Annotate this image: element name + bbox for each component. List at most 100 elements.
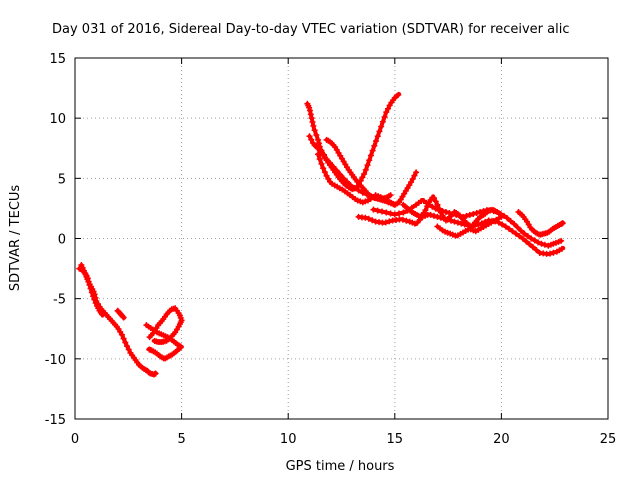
data-point-marker (310, 122, 317, 129)
data-point-marker (387, 210, 394, 217)
data-point-marker (538, 240, 545, 247)
data-point-marker (88, 289, 95, 296)
data-point-marker (369, 217, 376, 224)
data-point-marker (379, 118, 386, 125)
data-point-marker (514, 224, 521, 231)
series-trace-3 (114, 307, 127, 321)
data-point-marker (384, 105, 391, 112)
y-tick-label: -15 (45, 413, 66, 428)
data-point-marker (429, 203, 436, 210)
data-point-marker (309, 119, 316, 126)
data-point-marker (558, 245, 565, 252)
data-point-marker (316, 156, 323, 163)
data-point-marker (369, 147, 376, 154)
data-point-marker (518, 227, 525, 234)
data-point-marker (374, 133, 381, 140)
x-tick-labels: 0 5 10 15 20 25 (71, 432, 616, 447)
data-point-marker (306, 133, 313, 140)
x-axis-label: GPS time / hours (286, 459, 395, 474)
series-trace-12 (400, 194, 504, 230)
data-series (76, 91, 566, 378)
data-point-marker (365, 215, 372, 222)
data-point-marker (320, 165, 327, 172)
data-point-marker (371, 142, 378, 149)
data-point-marker (151, 338, 158, 345)
data-point-marker (118, 331, 125, 338)
data-point-marker (507, 218, 514, 225)
data-point-marker (528, 235, 535, 242)
data-point-marker (454, 219, 461, 226)
y-tick-label: 0 (58, 233, 66, 248)
y-tick-label: 15 (49, 52, 66, 67)
data-point-marker (502, 223, 509, 230)
chart-title: Day 031 of 2016, Sidereal Day-to-day VTE… (52, 22, 569, 37)
data-point-marker (547, 250, 554, 257)
data-point-marker (524, 233, 531, 240)
data-point-marker (409, 176, 416, 183)
data-point-marker (504, 215, 511, 222)
data-point-marker (315, 136, 322, 143)
y-tick-label: 5 (58, 172, 66, 187)
series-trace-9 (323, 136, 398, 208)
data-point-marker (99, 311, 106, 318)
x-tick-label: 10 (280, 432, 297, 447)
data-point-marker (434, 201, 441, 208)
data-point-marker (442, 209, 449, 216)
data-point-marker (87, 285, 94, 292)
data-point-marker (362, 214, 369, 221)
data-point-marker (422, 207, 429, 214)
data-point-marker (318, 160, 325, 167)
data-point-marker (498, 213, 505, 220)
data-point-marker (424, 203, 431, 210)
data-point-marker (376, 128, 383, 135)
data-point-marker (124, 343, 131, 350)
data-point-marker (396, 210, 403, 217)
data-point-marker (91, 296, 98, 303)
data-point-marker (315, 151, 322, 158)
data-point-marker (359, 174, 366, 181)
data-point-marker (306, 104, 313, 111)
data-point-marker (436, 205, 443, 212)
x-tick-label: 20 (493, 432, 510, 447)
data-point-marker (370, 206, 377, 213)
data-point-marker (307, 111, 314, 118)
data-point-marker (379, 208, 386, 215)
data-point-marker (381, 113, 388, 120)
data-point-marker (120, 314, 127, 321)
data-point-marker (473, 209, 480, 216)
data-point-marker (361, 171, 368, 178)
data-point-marker (519, 235, 526, 242)
data-point-marker (383, 209, 390, 216)
data-point-marker (122, 339, 129, 346)
data-point-marker (529, 244, 536, 251)
data-point-marker (506, 225, 513, 232)
plot-frame (74, 57, 609, 420)
data-point-marker (119, 313, 126, 320)
data-point-marker (466, 211, 473, 218)
data-point-marker (559, 220, 566, 227)
data-point-marker (511, 221, 518, 228)
data-point-marker (399, 216, 406, 223)
data-point-marker (451, 218, 458, 225)
data-point-marker (470, 210, 477, 217)
data-point-marker (395, 91, 402, 98)
data-point-marker (90, 293, 97, 300)
data-point-marker (85, 278, 92, 285)
data-point-marker (531, 237, 538, 244)
data-point-marker (516, 233, 523, 240)
x-tick-label: 0 (71, 432, 79, 447)
data-point-marker (403, 217, 410, 224)
data-point-marker (84, 275, 91, 282)
data-point-marker (391, 201, 398, 208)
data-point-marker (306, 107, 313, 114)
data-point-marker (437, 209, 444, 216)
data-point-marker (478, 220, 485, 227)
data-point-marker (400, 209, 407, 216)
data-point-marker (386, 218, 393, 225)
data-point-marker (408, 179, 415, 186)
y-axis-label: SDTVAR / TECUs (8, 185, 23, 292)
data-point-marker (362, 166, 369, 173)
data-point-marker (391, 211, 398, 218)
data-point-marker (463, 212, 470, 219)
